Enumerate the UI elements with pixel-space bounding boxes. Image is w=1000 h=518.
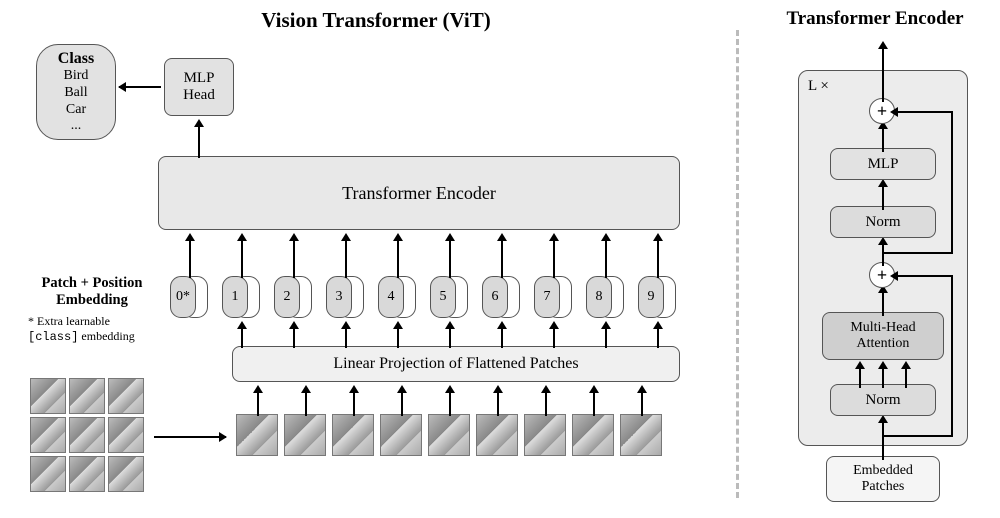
source-patch-0-1: [69, 378, 105, 414]
res1-v: [951, 275, 953, 437]
repeat-label: L ×: [808, 78, 829, 95]
patch-position-label: Patch + Position Embedding: [22, 275, 162, 308]
panel-divider: [736, 30, 739, 498]
token-pair-9: 9: [638, 276, 676, 318]
token-pair-7: 7: [534, 276, 572, 318]
source-patch-2-2: [108, 456, 144, 492]
res2-arrowhead: [890, 107, 898, 117]
footnote-suffix: embedding: [78, 329, 134, 343]
embedded-patches-block: Embedded Patches: [826, 456, 940, 502]
source-patch-1-1: [69, 417, 105, 453]
linear-projection-block: Linear Projection of Flattened Patches: [232, 346, 680, 382]
token-pair-2: 2: [274, 276, 312, 318]
token-pair-1: 1: [222, 276, 260, 318]
res2-v: [951, 111, 953, 254]
footnote-code: [class]: [28, 330, 78, 344]
anno-line2: Embedding: [22, 292, 162, 309]
patch-embed-8: 8: [586, 276, 612, 318]
source-patch-2-0: [30, 456, 66, 492]
arrow-mlp-to-class: [119, 86, 161, 88]
source-patch-0-2: [108, 378, 144, 414]
mlp-head-block: MLP Head: [164, 58, 234, 116]
arrow-grid-to-patchrow: [154, 436, 226, 438]
input-patch-4: [428, 414, 470, 456]
res2-h-top: [896, 111, 953, 113]
patch-embed-2: 2: [274, 276, 300, 318]
class-item-1: Ball: [64, 85, 87, 102]
patch-embed-1: 1: [222, 276, 248, 318]
vit-title: Vision Transformer (ViT): [36, 8, 716, 33]
class-heading: Class: [58, 49, 94, 68]
input-patch-8: [620, 414, 662, 456]
footnote-1: * Extra learnable: [28, 314, 168, 329]
input-patch-7: [572, 414, 614, 456]
input-patch-2: [332, 414, 374, 456]
patch-embed-3: 3: [326, 276, 352, 318]
token-pair-8: 8: [586, 276, 624, 318]
token-pair-6: 6: [482, 276, 520, 318]
patch-embed-6: 6: [482, 276, 508, 318]
input-patch-3: [380, 414, 422, 456]
patch-embed-4: 4: [378, 276, 404, 318]
source-patch-1-2: [108, 417, 144, 453]
mlp-block: MLP: [830, 148, 936, 180]
footnote-label: * Extra learnable [class] embedding: [28, 314, 168, 345]
patch-embed-9: 9: [638, 276, 664, 318]
patch-embed-5: 5: [430, 276, 456, 318]
input-patch-1: [284, 414, 326, 456]
res1-arrowhead: [890, 271, 898, 281]
input-patch-0: [236, 414, 278, 456]
norm1-block: Norm: [830, 206, 936, 238]
patch-embed-0: 0*: [170, 276, 196, 318]
res1-h-top: [896, 275, 953, 277]
mha-block: Multi-Head Attention: [822, 312, 944, 360]
input-patch-5: [476, 414, 518, 456]
anno-line1: Patch + Position: [22, 275, 162, 292]
transformer-encoder-block: Transformer Encoder: [158, 156, 680, 230]
token-pair-3: 3: [326, 276, 364, 318]
res1-h-bottom: [883, 435, 953, 437]
source-patch-0-0: [30, 378, 66, 414]
class-item-3: ...: [71, 118, 82, 135]
encoder-detail-title: Transformer Encoder: [760, 8, 990, 30]
input-patch-6: [524, 414, 566, 456]
source-patch-1-0: [30, 417, 66, 453]
token-pair-0: 0*: [170, 276, 208, 318]
source-patch-2-1: [69, 456, 105, 492]
norm2-block: Norm: [830, 384, 936, 416]
res2-h-bottom: [883, 252, 953, 254]
class-item-2: Car: [66, 102, 86, 119]
class-output-box: Class Bird Ball Car ...: [36, 44, 116, 140]
footnote-2: [class] embedding: [28, 329, 168, 345]
token-pair-5: 5: [430, 276, 468, 318]
class-item-0: Bird: [64, 68, 89, 85]
patch-embed-7: 7: [534, 276, 560, 318]
token-pair-4: 4: [378, 276, 416, 318]
